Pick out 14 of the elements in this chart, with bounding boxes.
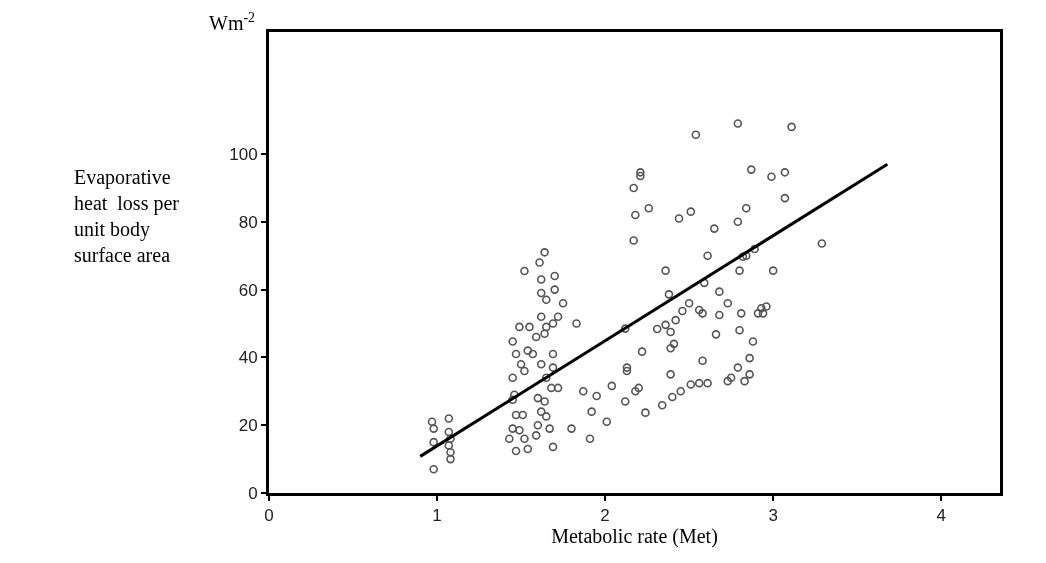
- x-tick-label: 2: [600, 506, 610, 526]
- y-tick-label: 20: [238, 416, 258, 436]
- y-axis-title: Evaporative heat loss per unit body surface area: [74, 166, 180, 266]
- x-tick-label: 0: [264, 506, 274, 526]
- y-tick-label: 0: [248, 483, 258, 503]
- y-tick-label: 80: [238, 212, 258, 232]
- x-tick-label: 1: [432, 506, 442, 526]
- text: Wm$^{-2}$: [209, 10, 256, 35]
- x-tick-label: 4: [936, 506, 946, 526]
- y-tick-label: 60: [238, 280, 258, 300]
- y-tick-label: 40: [238, 348, 258, 368]
- x-tick-label: 3: [768, 506, 778, 526]
- x-axis-title: Metabolic rate (Met): [551, 525, 718, 549]
- y-tick-label: 100: [229, 144, 258, 164]
